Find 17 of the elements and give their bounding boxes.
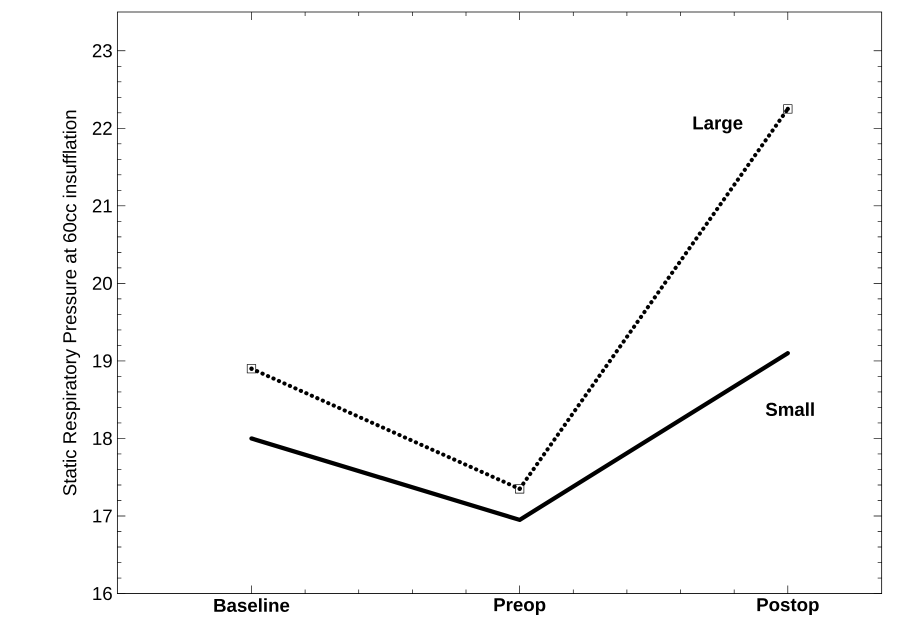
- y-tick-label: 16: [93, 586, 112, 600]
- y-tick-label: 19: [93, 354, 112, 368]
- x-tick-label: Postop: [757, 598, 819, 616]
- point: [246, 364, 256, 374]
- series-label: Large: [693, 116, 742, 134]
- x-tick-label: Preop: [494, 598, 546, 616]
- y-tick-label: 18: [93, 432, 112, 446]
- x-tick-label: Baseline: [214, 598, 290, 612]
- y-tick-label: 17: [93, 510, 112, 522]
- y-axis-title: Static Respiratory Pressure at 60cc insufflation: [62, 110, 80, 496]
- y-tick-label: 22: [92, 122, 112, 135]
- point: [515, 484, 524, 494]
- y-tick-label: 20: [92, 276, 112, 290]
- point: [783, 104, 792, 114]
- y-tick-label: 23: [92, 44, 112, 58]
- series-label: Small: [766, 402, 814, 416]
- y-tick-label: 21: [92, 199, 112, 212]
